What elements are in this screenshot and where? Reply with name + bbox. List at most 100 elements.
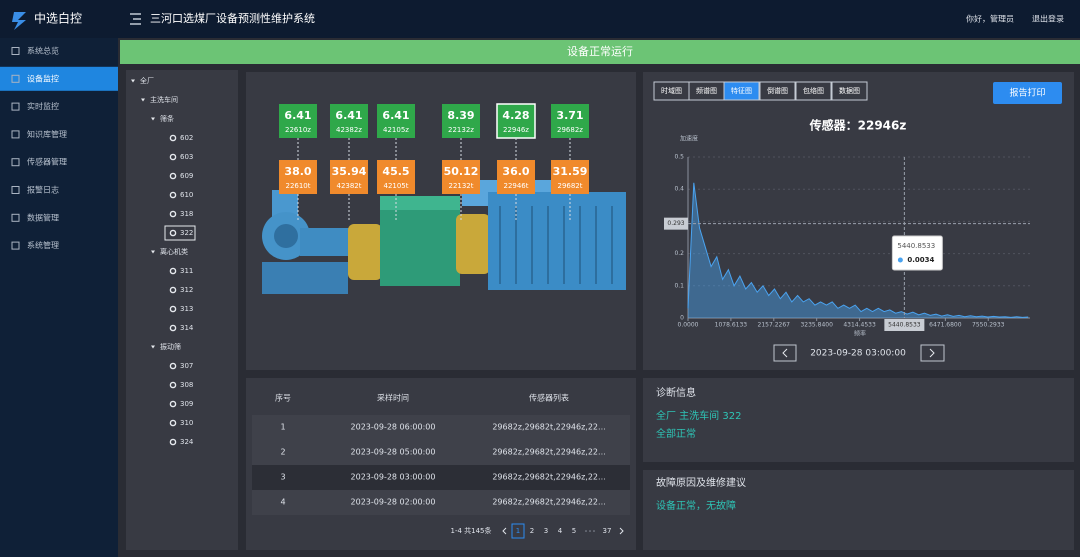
table-row[interactable] (252, 440, 630, 465)
menu-item[interactable]: 设备监控 (27, 73, 59, 83)
y-axis-label: 加速度 (680, 135, 698, 143)
tree-leaf[interactable]: 602 (180, 134, 193, 142)
x-tick-label: 0.0000 (678, 322, 699, 329)
menu-icon (11, 74, 20, 83)
x-tick-label: 6471.6800 (929, 322, 962, 329)
page-ellipsis (589, 530, 591, 532)
sensor-id: 22946z (503, 126, 529, 134)
tree-selected (164, 225, 196, 241)
menu-item[interactable]: 知识库管理 (27, 129, 67, 139)
tree-node[interactable]: 主洗车间 (150, 95, 178, 104)
page-next[interactable] (619, 527, 624, 535)
tree-leaf[interactable]: 324 (180, 438, 194, 446)
sensor-id: 29682z (557, 126, 583, 134)
diagnosis-title: 诊断信息 (656, 386, 696, 399)
sensor-value: 36.0 (502, 165, 529, 178)
page-prev[interactable] (502, 527, 507, 535)
logout-link[interactable]: 退出登录 (1032, 14, 1064, 24)
chart-tab[interactable] (795, 81, 832, 101)
menu-item[interactable]: 实时监控 (27, 101, 59, 111)
table-row[interactable] (252, 465, 630, 490)
page-number[interactable]: 3 (544, 527, 548, 535)
tree-node[interactable]: 筛条 (160, 114, 174, 123)
pagination-summary: 1-4 共145条 (450, 526, 491, 535)
sensor-value: 4.28 (502, 109, 529, 122)
table-cell: 3 (280, 473, 285, 482)
chart-title: 传感器：22946z (809, 118, 907, 133)
menu-item[interactable]: 报警日志 (27, 185, 59, 195)
tree-leaf[interactable]: 318 (180, 210, 193, 218)
sensor-id: 22946t (503, 182, 528, 190)
temperature-box[interactable] (497, 160, 535, 194)
tree-node[interactable]: 离心机类 (160, 247, 188, 256)
sensor-id: 42382z (336, 126, 362, 134)
tree-leaf[interactable]: 309 (180, 400, 193, 408)
vibration-box[interactable] (551, 104, 589, 138)
tree-leaf[interactable]: 310 (180, 419, 193, 427)
machine-illustration (262, 180, 626, 294)
vibration-box[interactable] (442, 104, 480, 138)
tree-leaf[interactable]: 603 (180, 153, 193, 161)
x-tick-label: 7550.2933 (972, 322, 1005, 329)
tree-leaf[interactable]: 308 (180, 381, 193, 389)
system-title: 三河口选煤厂设备预测性维护系统 (150, 11, 315, 25)
chart-tab[interactable] (759, 81, 796, 101)
table-cell: 2023-09-28 03:00:00 (351, 473, 436, 482)
tree-leaf[interactable]: 314 (180, 324, 194, 332)
diagnosis-line: 全厂 主洗车间 322 (656, 409, 741, 422)
chart-tab-label: 频谱图 (696, 86, 717, 95)
print-button-label: 报告打印 (1009, 87, 1045, 99)
chart-tab[interactable] (723, 81, 760, 101)
temperature-box[interactable] (551, 160, 589, 194)
temperature-box[interactable] (330, 160, 368, 194)
next-icon (929, 348, 935, 358)
page-number[interactable]: 37 (603, 527, 612, 535)
tree-node[interactable]: 振动筛 (160, 342, 181, 351)
chart-tab-label: 特征图 (731, 86, 752, 95)
vibration-box[interactable] (330, 104, 368, 138)
page-number[interactable]: 5 (572, 527, 576, 535)
tree-leaf[interactable]: 313 (180, 305, 193, 313)
menu-item[interactable]: 数据管理 (27, 212, 59, 222)
gear-icon (169, 286, 177, 294)
gear-icon (169, 305, 177, 313)
vibration-box[interactable] (377, 104, 415, 138)
vibration-box[interactable] (496, 103, 536, 139)
table-cell: 2023-09-28 05:00:00 (351, 448, 436, 457)
tree-leaf[interactable]: 312 (180, 286, 193, 294)
tree-panel (126, 70, 238, 550)
temperature-box[interactable] (279, 160, 317, 194)
sensor-id: 42382t (336, 182, 361, 190)
gear-icon (169, 362, 177, 370)
gear-icon (169, 153, 177, 161)
prev-button[interactable] (773, 344, 797, 362)
tree-leaf[interactable]: 609 (180, 172, 193, 180)
sensor-value: 6.41 (382, 109, 409, 122)
table-row[interactable] (252, 415, 630, 440)
temperature-box[interactable] (442, 160, 480, 194)
tree-node[interactable]: 全厂 (140, 76, 154, 85)
menu-item[interactable]: 系统总览 (27, 46, 59, 56)
table-row[interactable] (252, 490, 630, 515)
vibration-box[interactable] (279, 104, 317, 138)
sensor-id: 42105z (383, 126, 409, 134)
page-number[interactable]: 4 (558, 527, 563, 535)
menu-item[interactable]: 传感器管理 (27, 157, 67, 167)
table-cell: 2 (280, 448, 285, 457)
chart-tab[interactable] (831, 81, 868, 101)
page-number[interactable]: 2 (530, 527, 534, 535)
page-number[interactable]: 1 (516, 527, 520, 535)
tree-leaf[interactable]: 311 (180, 267, 193, 275)
y-tick-label: 0.2 (674, 250, 684, 257)
next-button[interactable] (920, 344, 945, 362)
print-button[interactable] (993, 82, 1062, 104)
sensor-id: 29682t (557, 182, 582, 190)
tree-leaf[interactable]: 322 (180, 229, 193, 237)
temperature-box[interactable] (377, 160, 415, 194)
sensor-id: 22610z (285, 126, 311, 134)
menu-toggle[interactable] (130, 13, 141, 25)
tree-leaf[interactable]: 307 (180, 362, 193, 370)
menu-item[interactable]: 系统管理 (27, 240, 59, 250)
tree-leaf[interactable]: 610 (180, 191, 193, 199)
